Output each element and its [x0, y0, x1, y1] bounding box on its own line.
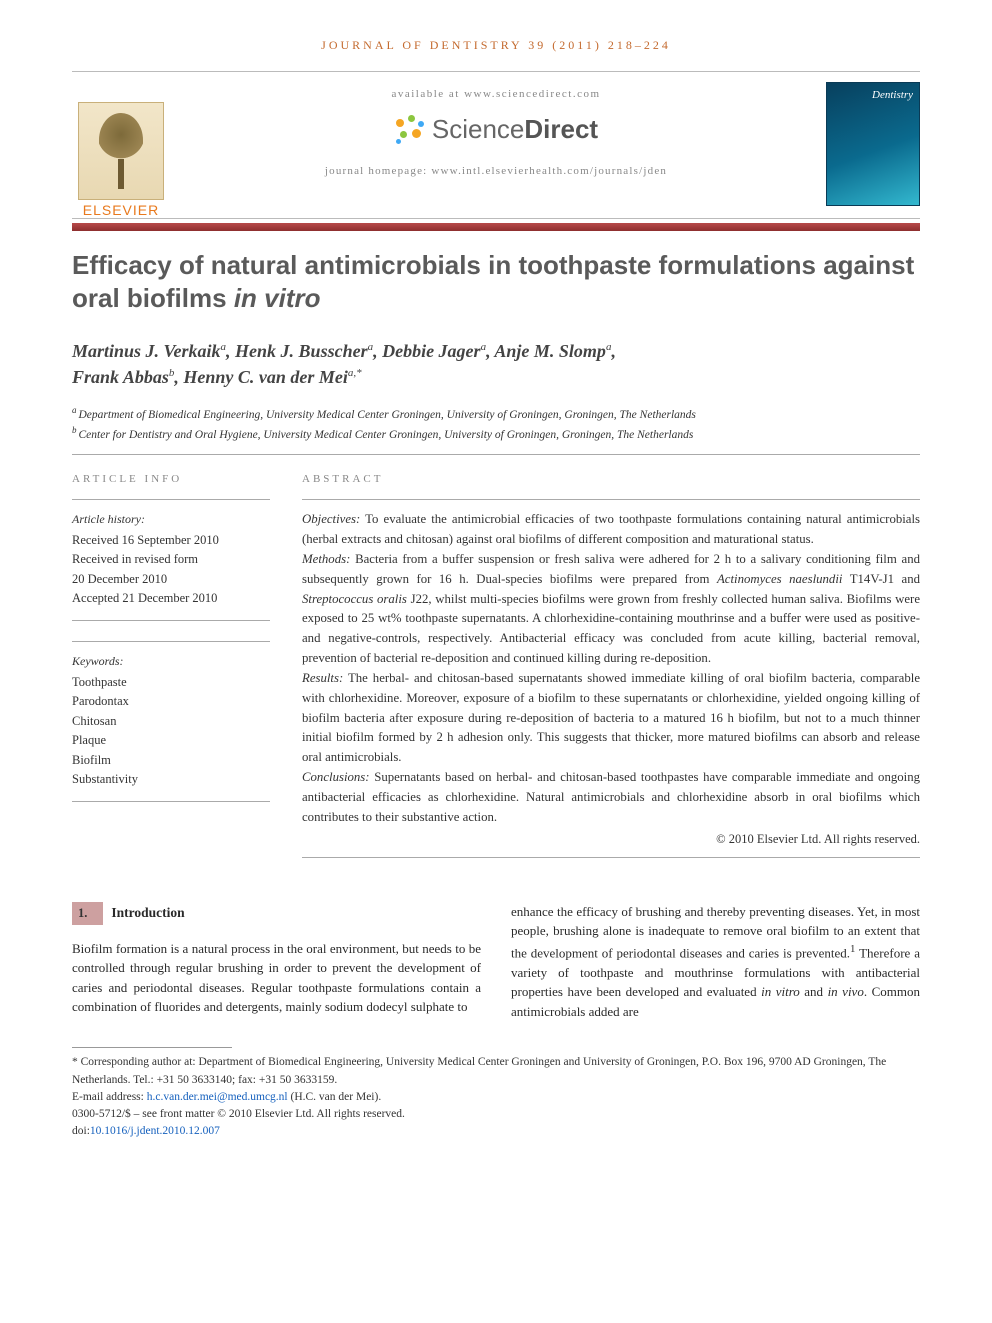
- keywords-block: Keywords: Toothpaste Parodontax Chitosan…: [72, 641, 270, 802]
- abstract-label: ABSTRACT: [302, 473, 920, 485]
- history-line: 20 December 2010: [72, 570, 270, 589]
- email-line: E-mail address: h.c.van.der.mei@med.umcg…: [72, 1089, 920, 1106]
- abstract-copyright: © 2010 Elsevier Ltd. All rights reserved…: [302, 830, 920, 849]
- sd-dots-icon: [394, 115, 428, 145]
- front-matter: 0300-5712/$ – see front matter © 2010 El…: [72, 1106, 920, 1123]
- article-info-label: ARTICLE INFO: [72, 473, 270, 485]
- author: Henk J. Busschera: [235, 341, 373, 361]
- keyword: Toothpaste: [72, 673, 270, 692]
- sd-wordmark: ScienceDirect: [432, 114, 598, 144]
- journal-homepage: journal homepage: www.intl.elsevierhealt…: [182, 165, 810, 177]
- body-two-column: 1. Introduction Biofilm formation is a n…: [72, 902, 920, 1021]
- sciencedirect-logo: ScienceDirect: [182, 114, 810, 145]
- article-info-column: ARTICLE INFO Article history: Received 1…: [72, 473, 270, 858]
- affiliation: bCenter for Dentistry and Oral Hygiene, …: [72, 424, 920, 444]
- section-number: 1.: [72, 902, 103, 925]
- masthead: ELSEVIER available at www.sciencedirect.…: [72, 71, 920, 219]
- journal-cover-thumb: Dentistry: [826, 82, 920, 206]
- keyword: Biofilm: [72, 751, 270, 770]
- abstract-body: Objectives: To evaluate the antimicrobia…: [302, 499, 920, 858]
- doi-link[interactable]: 10.1016/j.jdent.2010.12.007: [90, 1125, 220, 1137]
- abstract-column: ABSTRACT Objectives: To evaluate the ant…: [302, 473, 920, 858]
- body-col-right: enhance the efficacy of brushing and the…: [511, 902, 920, 1021]
- author: Frank Abbasb: [72, 367, 174, 387]
- history-label: Article history:: [72, 510, 270, 529]
- body-col-left: 1. Introduction Biofilm formation is a n…: [72, 902, 481, 1021]
- elsevier-tree-icon: [78, 102, 164, 200]
- separator: [72, 454, 920, 455]
- author: Debbie Jagera: [382, 341, 486, 361]
- body-paragraph: Biofilm formation is a natural process i…: [72, 939, 481, 1017]
- corresponding-author: * Corresponding author at: Department of…: [72, 1054, 920, 1089]
- publisher-logo-block: ELSEVIER: [72, 102, 170, 218]
- footnote-separator: [72, 1047, 232, 1048]
- history-line: Received 16 September 2010: [72, 531, 270, 550]
- cover-title: Dentistry: [827, 83, 919, 101]
- keywords-label: Keywords:: [72, 652, 270, 671]
- masthead-center: available at www.sciencedirect.com Scien…: [182, 72, 810, 218]
- info-abstract-row: ARTICLE INFO Article history: Received 1…: [72, 473, 920, 858]
- footnotes: * Corresponding author at: Department of…: [72, 1054, 920, 1140]
- author: Henny C. van der Meia,*: [183, 367, 361, 387]
- body-paragraph: enhance the efficacy of brushing and the…: [511, 902, 920, 1021]
- author: Martinus J. Verkaika: [72, 341, 226, 361]
- running-head: JOURNAL OF DENTISTRY 39 (2011) 218–224: [72, 38, 920, 53]
- affiliation: aDepartment of Biomedical Engineering, U…: [72, 404, 920, 424]
- email-link[interactable]: h.c.van.der.mei@med.umcg.nl: [147, 1091, 288, 1103]
- article-title: Efficacy of natural antimicrobials in to…: [72, 249, 920, 314]
- author-list: Martinus J. Verkaika, Henk J. Busschera,…: [72, 338, 920, 390]
- doi-line: doi:10.1016/j.jdent.2010.12.007: [72, 1123, 920, 1140]
- affiliation-list: aDepartment of Biomedical Engineering, U…: [72, 404, 920, 444]
- title-accent-bar: [72, 223, 920, 231]
- section-heading: 1. Introduction: [72, 902, 481, 925]
- article-history-block: Article history: Received 16 September 2…: [72, 499, 270, 621]
- keyword: Substantivity: [72, 770, 270, 789]
- history-line: Received in revised form: [72, 550, 270, 569]
- history-line: Accepted 21 December 2010: [72, 589, 270, 608]
- availability-line: available at www.sciencedirect.com: [182, 88, 810, 100]
- author: Anje M. Slompa: [494, 341, 611, 361]
- section-title: Introduction: [111, 903, 184, 923]
- keyword: Plaque: [72, 731, 270, 750]
- keyword: Parodontax: [72, 692, 270, 711]
- keyword: Chitosan: [72, 712, 270, 731]
- publisher-name: ELSEVIER: [72, 202, 170, 218]
